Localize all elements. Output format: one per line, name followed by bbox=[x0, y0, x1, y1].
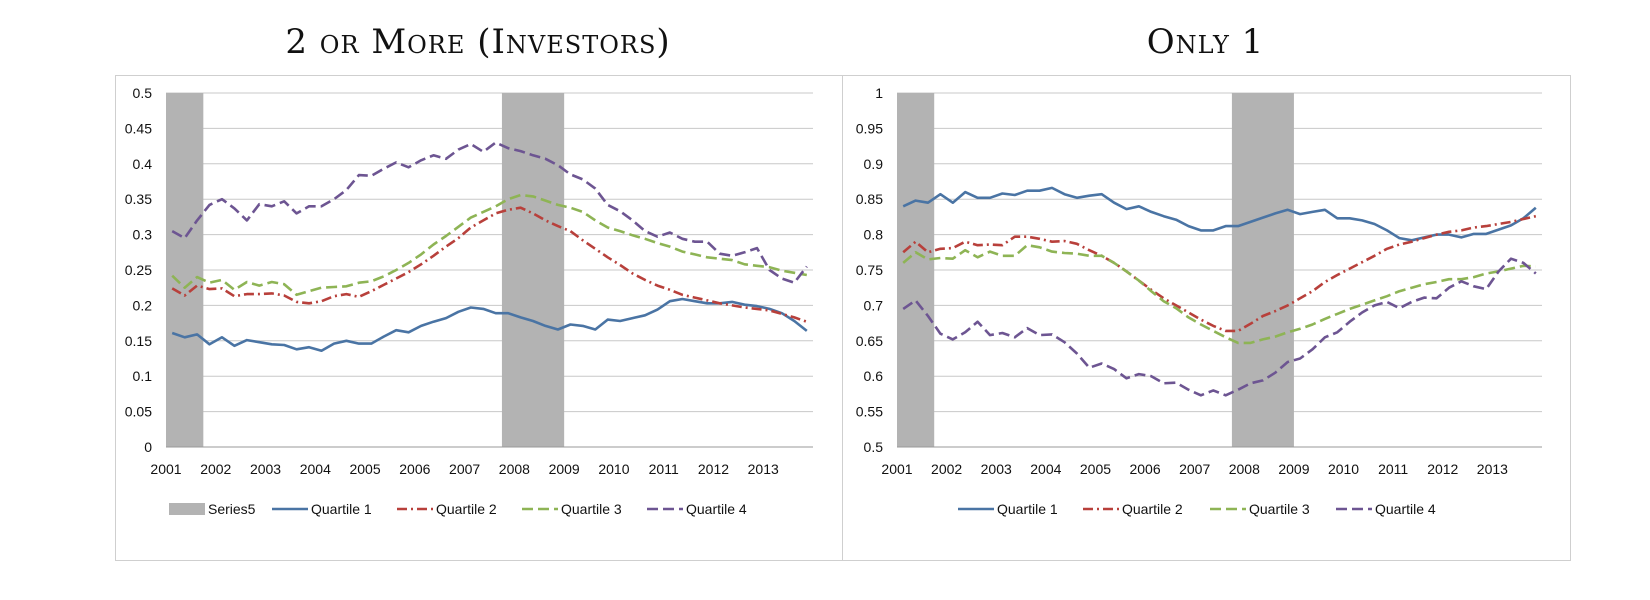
legend-item-quartile-4: Quartile 4 bbox=[647, 501, 747, 517]
y-tick-label: 0.5 bbox=[133, 85, 153, 101]
series-line-quartile-3 bbox=[171, 193, 808, 297]
legend-label: Quartile 3 bbox=[1249, 501, 1310, 517]
y-tick-label: 0.5 bbox=[864, 439, 884, 455]
x-tick-label: 2002 bbox=[931, 461, 962, 477]
y-tick-label: 0.4 bbox=[133, 156, 153, 172]
y-tick-label: 0.85 bbox=[856, 191, 883, 207]
x-tick-label: 2011 bbox=[1378, 461, 1408, 477]
y-tick-label: 0.3 bbox=[133, 227, 153, 243]
x-tick-label: 2009 bbox=[1278, 461, 1309, 477]
x-tick-label: 2012 bbox=[1427, 461, 1458, 477]
y-tick-label: 0.6 bbox=[864, 368, 884, 384]
y-tick-label: 0.55 bbox=[856, 404, 883, 420]
x-tick-label: 2010 bbox=[598, 461, 629, 477]
series-line-quartile-2 bbox=[902, 214, 1537, 333]
x-tick-label: 2008 bbox=[499, 461, 530, 477]
shaded-period-bar bbox=[897, 93, 935, 447]
chart-title-investors: 2 or More (Investors) bbox=[285, 22, 671, 62]
legend-item-series5: Series5 bbox=[169, 501, 256, 517]
y-tick-label: 1 bbox=[875, 85, 883, 101]
series-line-quartile-4 bbox=[171, 141, 808, 284]
legend-label: Quartile 3 bbox=[561, 501, 622, 517]
x-tick-label: 2012 bbox=[698, 461, 729, 477]
legend-swatch bbox=[169, 503, 205, 515]
x-tick-label: 2011 bbox=[649, 461, 679, 477]
x-tick-label: 2005 bbox=[1080, 461, 1111, 477]
x-tick-label: 2001 bbox=[150, 461, 181, 477]
x-tick-label: 2013 bbox=[1477, 461, 1508, 477]
x-tick-label: 2001 bbox=[881, 461, 912, 477]
legend-item-quartile-3: Quartile 3 bbox=[522, 501, 622, 517]
x-tick-label: 2003 bbox=[250, 461, 281, 477]
y-tick-label: 0.65 bbox=[856, 333, 883, 349]
x-tick-label: 2006 bbox=[399, 461, 430, 477]
chart-svg-investors: 0 0.05 0.1 0.15 0.2 0.25 0.3 0.35 0.4 0.45 0.5 2001… bbox=[125, 85, 813, 517]
y-tick-label: 0.2 bbox=[133, 297, 153, 313]
shaded-period-bar bbox=[1231, 93, 1294, 447]
y-tick-label: 0.45 bbox=[125, 120, 152, 136]
legend-label: Quartile 1 bbox=[311, 501, 372, 517]
x-tick-label: 2004 bbox=[300, 461, 331, 477]
x-tick-label: 2013 bbox=[748, 461, 779, 477]
x-tick-label: 2005 bbox=[349, 461, 380, 477]
chart-title-only-1: Only 1 bbox=[1146, 22, 1265, 62]
x-tick-label: 2009 bbox=[549, 461, 580, 477]
chart-svg-only-1: 0.5 0.55 0.6 0.65 0.7 0.75 0.8 0.85 0.9 0.95 1 2001… bbox=[856, 85, 1542, 517]
y-tick-label: 0.15 bbox=[125, 333, 152, 349]
shaded-period-bar bbox=[501, 93, 565, 447]
y-tick-label: 0.8 bbox=[864, 227, 884, 243]
x-tick-label: 2004 bbox=[1030, 461, 1061, 477]
x-tick-label: 2007 bbox=[1179, 461, 1210, 477]
series-line-quartile-4 bbox=[902, 257, 1537, 397]
legend-label: Quartile 1 bbox=[997, 501, 1058, 517]
y-tick-label: 0.25 bbox=[125, 262, 152, 278]
x-tick-label: 2003 bbox=[981, 461, 1012, 477]
x-tick-label: 2007 bbox=[449, 461, 480, 477]
x-tick-label: 2006 bbox=[1129, 461, 1160, 477]
legend-label: Quartile 2 bbox=[1122, 501, 1183, 517]
y-tick-label: 0.35 bbox=[125, 191, 152, 207]
series-line-quartile-3 bbox=[902, 243, 1536, 345]
x-tick-label: 2008 bbox=[1229, 461, 1260, 477]
legend-item-quartile-1: Quartile 1 bbox=[272, 501, 372, 517]
y-tick-label: 0 bbox=[144, 439, 152, 455]
y-tick-label: 0.7 bbox=[864, 297, 884, 313]
legend-label: Quartile 4 bbox=[686, 501, 747, 517]
legend-label: Quartile 2 bbox=[436, 501, 497, 517]
series-line-quartile-2 bbox=[171, 206, 808, 323]
legend-label: Quartile 4 bbox=[1375, 501, 1436, 517]
legend-item-quartile-1: Quartile 1 bbox=[958, 501, 1058, 517]
legend-item-quartile-4: Quartile 4 bbox=[1336, 501, 1436, 517]
legend-item-quartile-2: Quartile 2 bbox=[1083, 501, 1183, 517]
y-tick-label: 0.05 bbox=[125, 404, 152, 420]
y-tick-label: 0.1 bbox=[133, 368, 153, 384]
legend-item-quartile-2: Quartile 2 bbox=[397, 501, 497, 517]
legend-item-quartile-3: Quartile 3 bbox=[1210, 501, 1310, 517]
legend-label: Series5 bbox=[208, 501, 256, 517]
x-tick-label: 2002 bbox=[200, 461, 231, 477]
x-tick-label: 2010 bbox=[1328, 461, 1359, 477]
shaded-period-bar bbox=[166, 93, 204, 447]
series-line-quartile-1 bbox=[902, 186, 1537, 242]
chart-panel-only-1: 0.5 0.55 0.6 0.65 0.7 0.75 0.8 0.85 0.9 0.95 1 2001… bbox=[842, 75, 1571, 561]
y-tick-label: 0.75 bbox=[856, 262, 883, 278]
chart-panel-investors: 0 0.05 0.1 0.15 0.2 0.25 0.3 0.35 0.4 0.45 0.5 2001… bbox=[115, 75, 843, 561]
y-tick-label: 0.9 bbox=[864, 156, 884, 172]
y-tick-label: 0.95 bbox=[856, 120, 883, 136]
series-line-quartile-1 bbox=[171, 297, 808, 353]
